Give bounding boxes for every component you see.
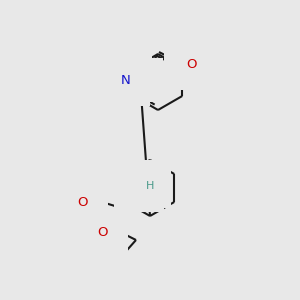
Text: F: F [125,53,132,67]
Text: O: O [98,226,108,239]
Text: H: H [146,181,154,191]
Text: F: F [184,53,191,67]
Text: O: O [77,196,88,208]
Text: N: N [120,74,130,86]
Text: N: N [134,179,144,193]
Text: O: O [186,58,196,70]
Text: H: H [138,75,146,85]
